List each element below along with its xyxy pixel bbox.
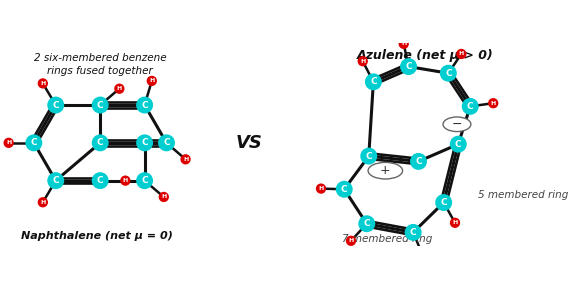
Circle shape [39, 79, 47, 88]
Text: C: C [30, 138, 37, 147]
Circle shape [457, 50, 466, 58]
Text: H: H [420, 251, 425, 256]
Text: C: C [467, 102, 473, 111]
Text: −: − [452, 118, 462, 131]
Circle shape [137, 173, 152, 188]
Text: C: C [341, 185, 347, 194]
Text: C: C [363, 219, 370, 228]
Circle shape [436, 195, 451, 210]
Text: C: C [370, 77, 377, 86]
Circle shape [93, 135, 108, 151]
Text: C: C [415, 157, 422, 166]
Circle shape [418, 249, 427, 258]
Circle shape [93, 173, 108, 188]
Text: C: C [163, 138, 170, 147]
Text: C: C [441, 198, 447, 207]
Circle shape [361, 149, 376, 164]
Text: H: H [122, 178, 128, 183]
Circle shape [148, 77, 156, 85]
Circle shape [159, 135, 174, 151]
Text: 5 membered ring: 5 membered ring [478, 190, 568, 200]
Text: C: C [97, 101, 104, 110]
Ellipse shape [368, 162, 403, 179]
Circle shape [137, 135, 152, 151]
Circle shape [462, 99, 478, 114]
Text: C: C [406, 62, 412, 71]
Text: 7 membered ring: 7 membered ring [342, 234, 432, 244]
Circle shape [489, 99, 498, 108]
Circle shape [316, 184, 325, 193]
Text: C: C [52, 101, 59, 110]
Text: C: C [141, 101, 148, 110]
Text: C: C [97, 176, 104, 185]
Circle shape [441, 66, 456, 81]
Text: H: H [459, 51, 464, 56]
Circle shape [359, 216, 374, 231]
Text: H: H [490, 101, 496, 106]
Text: H: H [40, 81, 46, 86]
Text: C: C [141, 176, 148, 185]
Circle shape [115, 84, 124, 93]
Text: H: H [318, 186, 323, 191]
Text: C: C [97, 138, 104, 147]
Circle shape [4, 138, 13, 147]
Text: +: + [380, 164, 391, 177]
Circle shape [159, 193, 168, 201]
Text: H: H [349, 238, 353, 243]
Text: H: H [452, 220, 458, 225]
Circle shape [336, 182, 352, 197]
Text: VS: VS [236, 134, 263, 152]
Circle shape [401, 59, 416, 74]
Circle shape [347, 236, 355, 245]
Text: H: H [40, 200, 46, 205]
Text: H: H [183, 157, 188, 162]
Text: H: H [401, 41, 406, 46]
Circle shape [366, 74, 381, 90]
Text: H: H [117, 86, 122, 91]
Circle shape [406, 225, 421, 240]
Text: H: H [161, 194, 166, 199]
Ellipse shape [443, 117, 471, 131]
Circle shape [39, 198, 47, 207]
Circle shape [359, 57, 367, 66]
Text: Azulene (net μ > 0): Azulene (net μ > 0) [357, 49, 493, 62]
Text: C: C [410, 228, 417, 237]
Text: C: C [52, 176, 59, 185]
Circle shape [48, 173, 63, 188]
Text: C: C [455, 140, 462, 149]
Text: H: H [149, 78, 155, 84]
Text: 2 six-membered benzene
rings fused together: 2 six-membered benzene rings fused toget… [34, 53, 166, 76]
Text: C: C [141, 138, 148, 147]
Circle shape [26, 135, 42, 151]
Text: C: C [366, 152, 372, 161]
Circle shape [48, 97, 63, 113]
Circle shape [451, 218, 459, 227]
Text: H: H [6, 140, 11, 145]
Text: H: H [360, 59, 365, 64]
Circle shape [451, 136, 466, 152]
Circle shape [400, 40, 408, 48]
Circle shape [137, 97, 152, 113]
Circle shape [121, 176, 130, 185]
Circle shape [181, 155, 190, 164]
Circle shape [411, 154, 426, 169]
Circle shape [93, 97, 108, 113]
Text: C: C [445, 69, 452, 78]
Text: Naphthalene (net μ = 0): Naphthalene (net μ = 0) [21, 231, 172, 241]
